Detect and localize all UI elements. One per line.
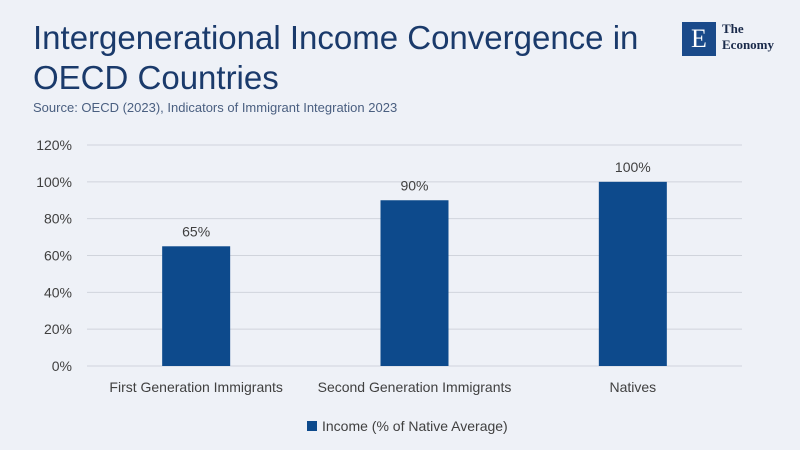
y-tick-label: 100%	[36, 174, 72, 190]
x-category-label: First Generation Immigrants	[109, 379, 283, 395]
logo-mark-icon: E	[682, 22, 716, 56]
logo-name: The Economy	[722, 21, 774, 52]
legend-label: Income (% of Native Average)	[322, 418, 508, 434]
y-axis-ticks: 0% 20% 40% 60% 80% 100% 120%	[36, 137, 72, 374]
data-label: 100%	[615, 159, 651, 175]
y-tick-label: 80%	[44, 211, 72, 227]
x-category-label: Natives	[609, 379, 656, 395]
x-category-label: Second Generation Immigrants	[318, 379, 512, 395]
bar	[380, 200, 449, 366]
bar	[598, 181, 667, 366]
y-tick-label: 120%	[36, 137, 72, 153]
y-tick-label: 40%	[44, 284, 72, 300]
legend: Income (% of Native Average)	[307, 418, 508, 434]
brand-logo: E The Economy	[682, 20, 792, 60]
data-label: 65%	[182, 223, 210, 239]
y-tick-label: 0%	[52, 358, 72, 374]
chart-title: Intergenerational Income Convergence in …	[33, 19, 639, 96]
source-note: Source: OECD (2023), Indicators of Immig…	[33, 100, 398, 115]
bar	[162, 246, 231, 366]
y-tick-label: 20%	[44, 321, 72, 337]
data-label: 90%	[400, 177, 428, 193]
x-axis-categories: First Generation Immigrants Second Genera…	[109, 379, 656, 395]
y-tick-label: 60%	[44, 248, 72, 264]
legend-swatch	[307, 421, 317, 431]
bars: 65% 90% 100%	[162, 159, 667, 366]
